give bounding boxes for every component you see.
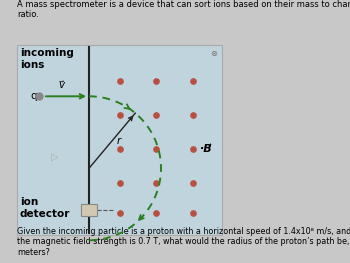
Bar: [81, 204, 97, 216]
Text: ·B⃗: ·B⃗: [199, 144, 212, 154]
Text: r: r: [117, 136, 121, 146]
Text: A mass spectrometer is a device that can sort ions based on their mass to charge: A mass spectrometer is a device that can…: [17, 0, 350, 19]
Text: ion
detector: ion detector: [20, 197, 70, 219]
Text: ⊗: ⊗: [210, 49, 217, 58]
Text: Given the incoming particle is a proton with a horizontal speed of 1.4x10⁸ m/s, : Given the incoming particle is a proton …: [17, 227, 350, 257]
Text: v⃗: v⃗: [58, 80, 64, 90]
Text: q: q: [30, 91, 37, 101]
FancyBboxPatch shape: [17, 45, 222, 235]
Text: incoming
ions: incoming ions: [20, 48, 74, 70]
Text: ▷: ▷: [51, 152, 59, 162]
